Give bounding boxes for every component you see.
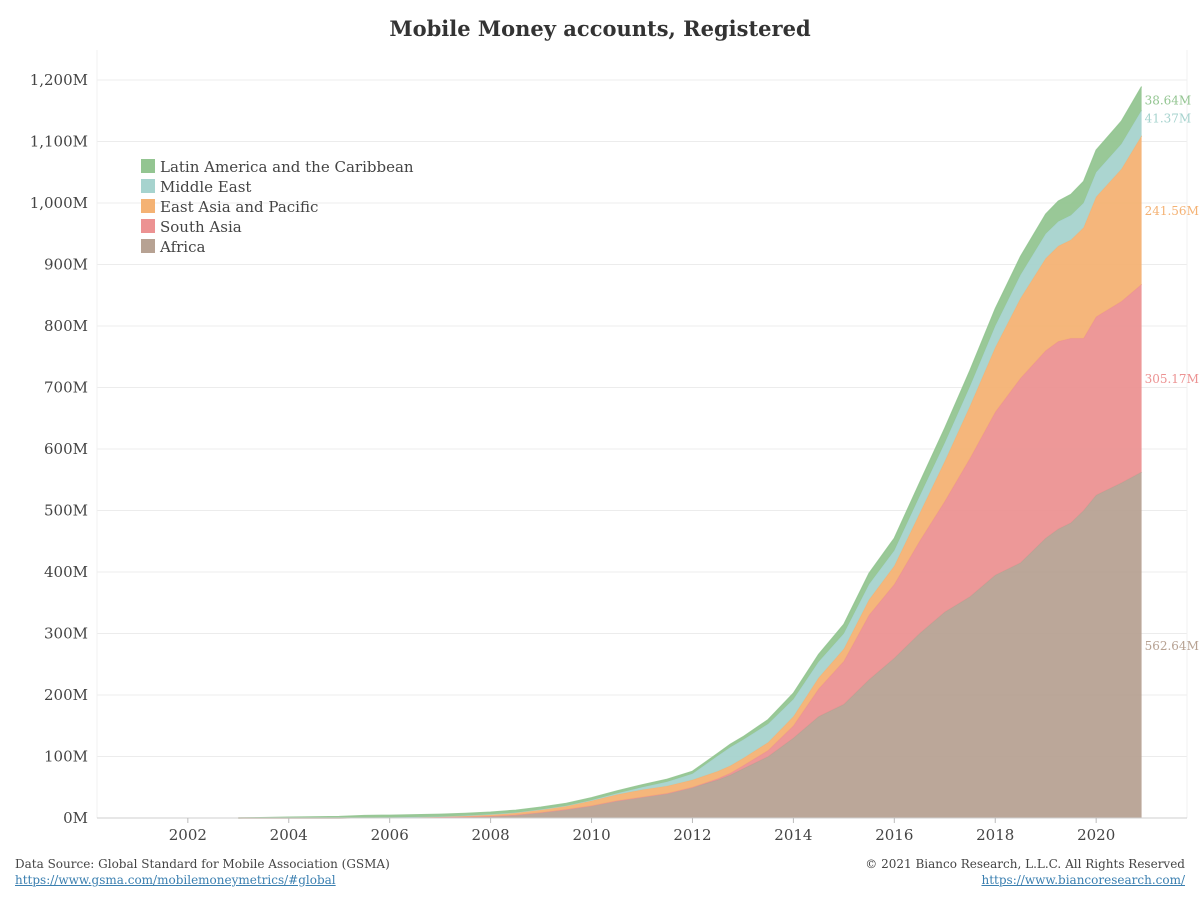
x-tick-label: 2012 xyxy=(673,826,711,844)
x-tick-label: 2020 xyxy=(1077,826,1115,844)
y-tick-label: 1,200M xyxy=(30,71,88,89)
area-africa xyxy=(238,471,1142,818)
grid-layer xyxy=(96,50,1188,819)
chart-title: Mobile Money accounts, Registered xyxy=(389,16,811,41)
legend-swatch xyxy=(141,199,155,213)
x-tick-label: 2002 xyxy=(169,826,207,844)
y-tick-label: 100M xyxy=(44,748,88,766)
x-tick-label: 2014 xyxy=(774,826,812,844)
legend-swatch xyxy=(141,179,155,193)
legend-label: Africa xyxy=(159,238,205,256)
legend-label: Latin America and the Caribbean xyxy=(160,158,414,176)
end-value-label: 41.37M xyxy=(1145,112,1192,126)
end-value-label: 562.64M xyxy=(1145,639,1199,653)
x-tick-label: 2018 xyxy=(976,826,1014,844)
legend-label: South Asia xyxy=(160,218,242,236)
y-tick-label: 200M xyxy=(44,686,88,704)
end-label-layer: 562.64M 305.17M 241.56M 41.37M 38.64M xyxy=(1145,94,1199,653)
y-tick-label: 700M xyxy=(44,379,88,397)
area-layer xyxy=(238,86,1143,819)
y-tick-label: 600M xyxy=(44,440,88,458)
source-label: Data Source: Global Standard for Mobile … xyxy=(15,857,390,871)
legend-swatch xyxy=(141,159,155,173)
x-tick-label: 2006 xyxy=(371,826,409,844)
x-tick-label: 2010 xyxy=(572,826,610,844)
y-tick-label: 1,000M xyxy=(30,194,88,212)
end-value-label: 241.56M xyxy=(1145,204,1199,218)
legend-swatch xyxy=(141,219,155,233)
y-tick-label: 1,100M xyxy=(30,133,88,151)
legend: Latin America and the Caribbean Middle Ea… xyxy=(141,158,414,256)
x-tick-label: 2016 xyxy=(875,826,913,844)
source-link[interactable]: https://www.gsma.com/mobilemoneymetrics/… xyxy=(15,873,336,887)
legend-label: Middle East xyxy=(160,178,251,196)
y-tick-label: 800M xyxy=(44,317,88,335)
site-link[interactable]: https://www.biancoresearch.com/ xyxy=(981,873,1185,887)
y-tick-label: 900M xyxy=(44,256,88,274)
end-value-label: 38.64M xyxy=(1145,94,1192,108)
axis-layer: 0M 100M 200M 300M 400M 500M 600M 700M 800M 900M 1,… xyxy=(30,71,1187,844)
legend-swatch xyxy=(141,239,155,253)
y-tick-label: 500M xyxy=(44,502,88,520)
y-tick-label: 400M xyxy=(44,563,88,581)
line-latin-america-and-the-caribbean xyxy=(238,86,1143,819)
end-value-label: 305.17M xyxy=(1145,372,1199,386)
legend-label: East Asia and Pacific xyxy=(160,198,318,216)
footer-copyright: © 2021 Bianco Research, L.L.C. All Right… xyxy=(865,856,1185,888)
copyright-text: © 2021 Bianco Research, L.L.C. All Right… xyxy=(865,857,1185,871)
x-tick-label: 2004 xyxy=(270,826,308,844)
y-tick-label: 300M xyxy=(44,625,88,643)
area-south-asia xyxy=(238,284,1142,818)
x-tick-label: 2008 xyxy=(472,826,510,844)
footer-source: Data Source: Global Standard for Mobile … xyxy=(15,856,390,888)
y-tick-label: 0M xyxy=(63,809,88,827)
